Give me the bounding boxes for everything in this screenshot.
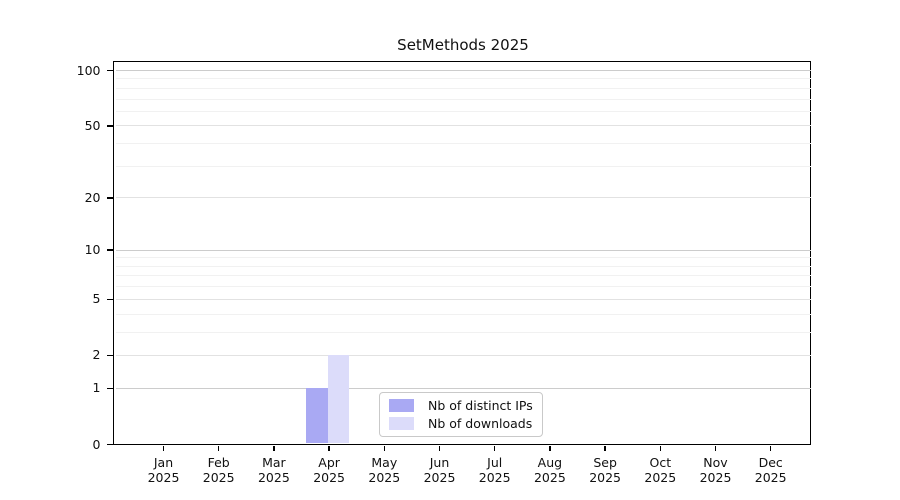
y-tick-label: 20 [84,189,101,205]
x-tick-label: Nov 2025 [684,455,748,486]
x-tick-label: Oct 2025 [628,455,692,486]
x-tick-year: 2025 [313,470,345,485]
y-tick-mark [107,387,114,390]
x-tick-label: Dec 2025 [739,455,803,486]
minor-gridline [115,331,811,333]
major-gridline [115,125,811,127]
minor-gridline [115,143,811,145]
x-tick-year: 2025 [257,470,290,485]
y-tick-label: 50 [84,117,101,133]
legend-item-downloads: Nb of downloads [389,416,536,431]
x-tick-month: Feb [207,454,230,470]
x-tick-month: Jul [487,454,503,470]
legend-swatch-downloads [389,417,414,430]
x-tick-year: 2025 [423,470,456,485]
x-tick-mark [162,445,165,451]
x-tick-label: May 2025 [352,455,416,486]
x-tick-mark [273,445,275,451]
x-tick-mark [714,445,717,451]
x-tick-year: 2025 [533,470,566,485]
chart-title: SetMethods 2025 [397,36,529,54]
minor-gridline [115,78,811,80]
x-tick-month: Oct [649,454,672,470]
x-tick-mark [769,445,772,451]
x-tick-year: 2025 [644,470,677,485]
x-tick-mark [328,445,330,451]
x-tick-label: Feb 2025 [187,455,251,486]
x-tick-year: 2025 [478,470,511,485]
y-tick-mark [107,197,114,199]
x-tick-month: Aug [537,454,563,470]
legend-label-distinct-ips: Nb of distinct IPs [428,398,533,413]
minor-gridline [115,265,811,267]
legend-item-distinct-ips: Nb of distinct IPs [389,398,536,413]
y-tick-label: 1 [92,380,101,396]
x-tick-year: 2025 [202,470,235,485]
x-tick-month: Nov [703,454,728,470]
x-tick-mark [659,445,662,451]
x-tick-mark [604,445,606,451]
x-tick-mark [217,445,220,451]
x-tick-label: Mar 2025 [242,455,306,486]
minor-gridline [115,257,811,259]
x-tick-label: Jul 2025 [463,455,527,486]
bar-apr-downloads [327,355,350,444]
y-tick-label: 2 [92,347,101,363]
major-gridline [115,197,811,199]
x-tick-year: 2025 [589,470,621,485]
minor-gridline [115,98,811,100]
plot-border [113,61,811,445]
minor-gridline [115,110,811,112]
y-tick-label: 5 [92,291,101,307]
x-tick-month: Mar [262,454,286,470]
x-tick-label: Apr 2025 [297,455,361,486]
x-tick-label: Aug 2025 [518,455,582,486]
legend-label-downloads: Nb of downloads [428,416,533,431]
x-tick-year: 2025 [147,470,180,485]
minor-gridline [115,286,811,288]
x-tick-label: Sep 2025 [573,455,637,486]
x-tick-mark [493,445,496,451]
x-tick-month: Jun [429,454,450,470]
x-tick-month: Dec [758,454,783,470]
y-tick-label: 100 [76,62,101,78]
minor-gridline [115,313,811,315]
x-tick-year: 2025 [368,470,401,485]
y-tick-label: 0 [92,436,101,452]
y-tick-mark [107,354,114,357]
x-tick-month: May [371,454,398,470]
major-gridline [115,249,811,251]
major-gridline [115,70,811,71]
y-tick-mark [107,298,114,301]
x-tick-month: Sep [593,454,617,470]
x-tick-year: 2025 [754,470,787,485]
y-tick-mark [107,125,114,127]
y-tick-mark [107,443,114,446]
x-tick-mark [438,445,441,451]
minor-gridline [115,275,811,277]
y-tick-mark [107,249,114,251]
bar-apr-distinct-ips [306,388,328,444]
legend: Nb of distinct IPs Nb of downloads [379,392,543,437]
minor-gridline [115,87,811,89]
y-tick-mark [107,69,114,72]
x-tick-month: Apr [318,454,340,470]
major-gridline [115,354,811,356]
major-gridline [115,298,811,300]
legend-swatch-distinct-ips [389,399,414,412]
x-tick-mark [549,445,551,451]
minor-gridline [115,165,811,167]
y-tick-label: 10 [84,242,101,258]
x-tick-year: 2025 [699,470,732,485]
x-tick-mark [383,445,386,451]
x-tick-label: Jun 2025 [408,455,472,486]
x-tick-month: Jan [153,454,174,470]
x-tick-label: Jan 2025 [132,455,196,486]
major-gridline [115,387,811,389]
